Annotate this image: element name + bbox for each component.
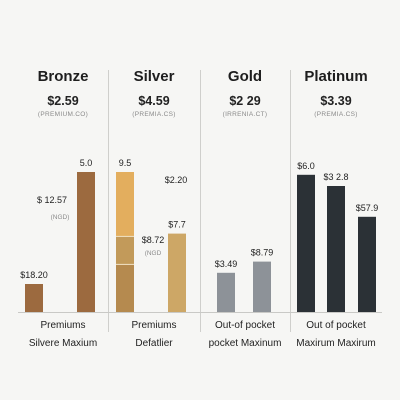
- bar: [77, 172, 95, 312]
- tier-price: $3.39: [320, 94, 352, 108]
- tier-title: Silver: [133, 68, 175, 85]
- chart-baseline: [18, 312, 382, 313]
- tier-price: $4.59: [138, 94, 170, 108]
- tier-title: Gold: [227, 68, 263, 85]
- panel-footer-line2: Maxirum Maxirum: [296, 338, 376, 349]
- annotation-label: $ 12.57: [37, 195, 67, 205]
- bar: [217, 272, 235, 312]
- tier-price-sub: (IRRENIA.CT): [222, 111, 268, 118]
- segment-separator: [116, 263, 134, 265]
- bar: [253, 261, 271, 312]
- panel-platinum: Platinum $3.39 (PREMIA.CS) Out of pocket…: [290, 0, 382, 400]
- bar-segment: [116, 264, 134, 312]
- bar-value-label: $57.9: [356, 203, 379, 213]
- tier-title: Platinum: [304, 68, 368, 85]
- tier-price: $2.59: [47, 94, 79, 108]
- tier-price-sub: (PREMIA.CS): [132, 111, 176, 118]
- bar: [327, 186, 345, 312]
- bar-value-label: $6.0: [297, 161, 315, 171]
- bar-value-label: $7.7: [168, 220, 186, 230]
- bar-value-label: $8.79: [251, 248, 274, 258]
- bar-value-label: $3.49: [215, 259, 238, 269]
- panel-silver: Silver $4.59 (PREMIA.CS) Premiums Defatl…: [108, 0, 200, 400]
- bar-segment: [116, 236, 134, 265]
- bar-value-label: $18.20: [20, 270, 48, 280]
- panel-divider: [290, 70, 291, 332]
- segment-separator: [116, 235, 134, 237]
- panel-bronze: Bronze $2.59 (PREMIUM.CO) Premiums Silve…: [18, 0, 108, 400]
- panel-footer-line1: Out-of pocket: [214, 320, 276, 331]
- bar-value-label: 5.0: [80, 158, 93, 168]
- annotation-label: (NGD: [145, 250, 162, 257]
- bar-value-label: 9.5: [119, 158, 132, 168]
- panel-gold: Gold $2 29 (IRRENIA.CT) Out-of pocket po…: [200, 0, 290, 400]
- bar-value-label: $3 2.8: [323, 172, 348, 182]
- bar: [358, 216, 376, 312]
- annotation-label: $2.20: [165, 175, 188, 185]
- panel-divider: [200, 70, 201, 332]
- annotation-label: $8.72: [142, 235, 165, 245]
- panel-footer-line1: Premiums: [40, 320, 86, 331]
- bar-segment: [116, 172, 134, 237]
- bar: [168, 233, 186, 312]
- tier-title: Bronze: [37, 68, 89, 85]
- panel-footer-line1: Premiums: [131, 320, 177, 331]
- bar: [25, 284, 43, 312]
- annotation-label: (NGD): [51, 214, 70, 221]
- panel-footer-line1: Out of pocket: [306, 320, 366, 331]
- bar: [297, 174, 315, 312]
- panel-footer-line2: Defatlier: [135, 338, 173, 349]
- panel-footer-line2: pocket Maxinum: [208, 338, 282, 349]
- tier-price-sub: (PREMIA.CS): [314, 111, 358, 118]
- panel-divider: [108, 70, 109, 332]
- panel-footer-line2: Silvere Maxium: [28, 338, 98, 349]
- tier-price: $2 29: [229, 94, 261, 108]
- tier-price-sub: (PREMIUM.CO): [37, 111, 89, 118]
